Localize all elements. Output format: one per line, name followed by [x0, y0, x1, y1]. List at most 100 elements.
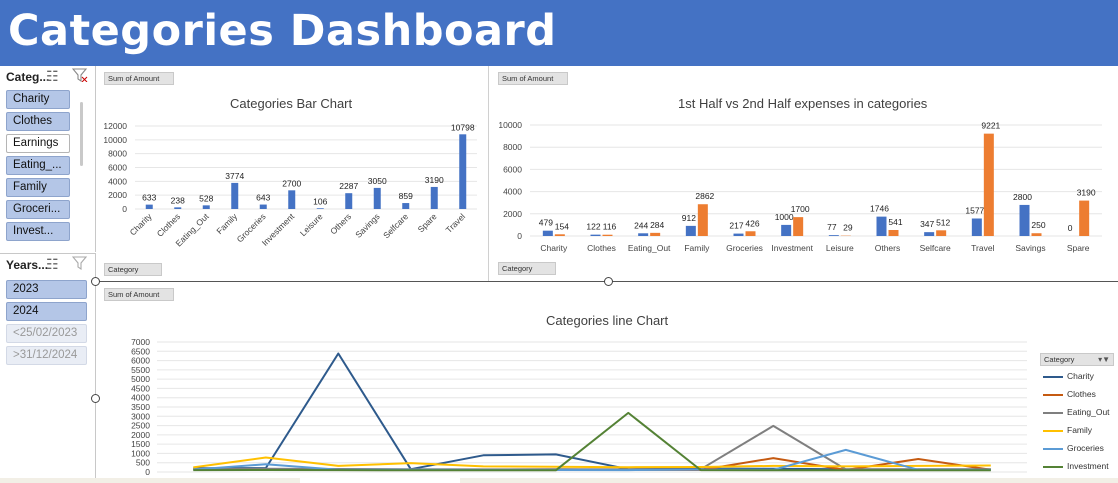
- bar: [202, 205, 210, 209]
- clear-filter-icon[interactable]: [71, 256, 88, 273]
- data-label: 3050: [368, 176, 387, 186]
- legend-category-field[interactable]: Category ▾▼: [1040, 353, 1114, 366]
- slicer-item-2024[interactable]: 2024: [6, 302, 87, 321]
- bar: [733, 233, 744, 236]
- slicer-item-family[interactable]: Family: [6, 178, 70, 197]
- y-tick-label: 3500: [131, 402, 150, 412]
- category-field[interactable]: Category: [104, 263, 162, 276]
- legend-swatch: [1043, 412, 1063, 414]
- bar: [345, 193, 353, 209]
- slicer-item-groceries[interactable]: Groceri...: [6, 200, 70, 219]
- slicer-item-eating-out[interactable]: Eating_...: [6, 156, 70, 175]
- data-label: 2700: [282, 178, 301, 188]
- dashboard-title: Categories Dashboard: [8, 6, 557, 56]
- slicer-item-after-date[interactable]: >31/12/2024: [6, 346, 87, 365]
- x-tick-label: Eating_Out: [628, 243, 671, 253]
- data-label: 426: [745, 218, 759, 228]
- y-tick-label: 4000: [108, 176, 127, 186]
- legend-label: Clothes: [1067, 389, 1096, 399]
- bar: [650, 232, 661, 236]
- years-slicer-title: Years...: [6, 258, 49, 272]
- filter-dropdown-icon[interactable]: ▾▼: [1098, 355, 1110, 364]
- y-tick-label: 3000: [131, 411, 150, 421]
- y-tick-label: 2500: [131, 421, 150, 431]
- y-tick-label: 2000: [108, 190, 127, 200]
- sum-of-amount-field[interactable]: Sum of Amount: [104, 72, 174, 85]
- bar: [793, 217, 804, 236]
- x-tick-label: Spare: [416, 211, 439, 234]
- data-label: 643: [256, 193, 270, 203]
- data-label: 9221: [981, 121, 1000, 131]
- multi-select-icon[interactable]: ☷: [46, 68, 59, 84]
- legend-label: Family: [1067, 425, 1093, 435]
- bar-chart: 0 2000 4000 6000 8000 10000 12000 633 Charity 238…: [103, 121, 477, 248]
- data-label: 512: [936, 217, 950, 227]
- slicer-item-clothes[interactable]: Clothes: [6, 112, 70, 131]
- sum-of-amount-field[interactable]: Sum of Amount: [498, 72, 568, 85]
- data-label: 2800: [1013, 192, 1032, 202]
- legend-label: Eating_Out: [1067, 407, 1110, 417]
- x-tick-label: Selfcare: [381, 211, 410, 240]
- x-tick-label: Clothes: [155, 211, 182, 238]
- x-tick-label: Savings: [353, 211, 381, 239]
- line-chart-title: Categories line Chart: [546, 313, 669, 328]
- y-tick-label: 10000: [103, 135, 127, 145]
- y-tick-label: 8000: [503, 142, 522, 152]
- x-tick-label: Selfcare: [920, 243, 951, 253]
- series-line: [193, 456, 991, 469]
- y-tick-label: 4500: [131, 383, 150, 393]
- x-tick-label: Groceries: [726, 243, 763, 253]
- bar: [288, 190, 296, 209]
- resize-handle[interactable]: [604, 277, 613, 286]
- data-label: 29: [843, 223, 853, 233]
- bar: [781, 224, 792, 236]
- x-tick-label: Investment: [771, 243, 813, 253]
- category-field[interactable]: Category: [498, 262, 556, 275]
- multi-select-icon[interactable]: ☷: [46, 256, 59, 272]
- bar: [554, 234, 565, 236]
- slicer-item-2023[interactable]: 2023: [6, 280, 87, 299]
- y-tick-label: 0: [145, 467, 150, 477]
- slicer-item-investment[interactable]: Invest...: [6, 222, 70, 241]
- data-label: 1000: [775, 212, 794, 222]
- data-label: 106: [313, 196, 327, 206]
- resize-handle[interactable]: [91, 394, 100, 403]
- data-label: 122: [586, 222, 600, 232]
- slicer-item-before-date[interactable]: <25/02/2023: [6, 324, 87, 343]
- bar: [971, 218, 982, 236]
- legend-label: Charity: [1067, 371, 1094, 381]
- sheet-tab-strip: [460, 478, 1118, 483]
- y-tick-label: 0: [122, 204, 127, 214]
- bar: [373, 187, 381, 209]
- data-label: 859: [399, 191, 413, 201]
- bar: [316, 208, 324, 209]
- data-label: 238: [171, 195, 185, 205]
- y-tick-label: 2000: [131, 430, 150, 440]
- sum-of-amount-field[interactable]: Sum of Amount: [104, 288, 174, 301]
- bar: [936, 230, 947, 236]
- bar: [888, 229, 899, 236]
- bar: [145, 204, 153, 209]
- slicer-scrollbar[interactable]: [80, 102, 83, 166]
- data-label: 217: [729, 221, 743, 231]
- years-slicer: Years... ☷ 2023 2024 <25/02/2023 >31/12/…: [0, 253, 96, 478]
- sheet-tab-strip: [0, 478, 300, 483]
- y-tick-label: 1500: [131, 439, 150, 449]
- data-label: 2862: [695, 191, 714, 201]
- x-tick-label: Leisure: [298, 211, 325, 238]
- data-label: 3190: [425, 175, 444, 185]
- bar: [828, 235, 839, 236]
- data-label: 3190: [1077, 188, 1096, 198]
- data-label: 1746: [870, 204, 889, 214]
- data-label: 244: [634, 220, 648, 230]
- x-tick-label: Family: [684, 243, 710, 253]
- legend-swatch: [1043, 448, 1063, 450]
- x-tick-label: Charity: [540, 243, 568, 253]
- x-tick-label: Leisure: [826, 243, 854, 253]
- slicer-item-charity[interactable]: Charity: [6, 90, 70, 109]
- clear-filter-icon[interactable]: [71, 68, 88, 85]
- resize-handle[interactable]: [91, 277, 100, 286]
- slicer-item-earnings[interactable]: Earnings: [6, 134, 70, 153]
- data-label: 1700: [791, 204, 810, 214]
